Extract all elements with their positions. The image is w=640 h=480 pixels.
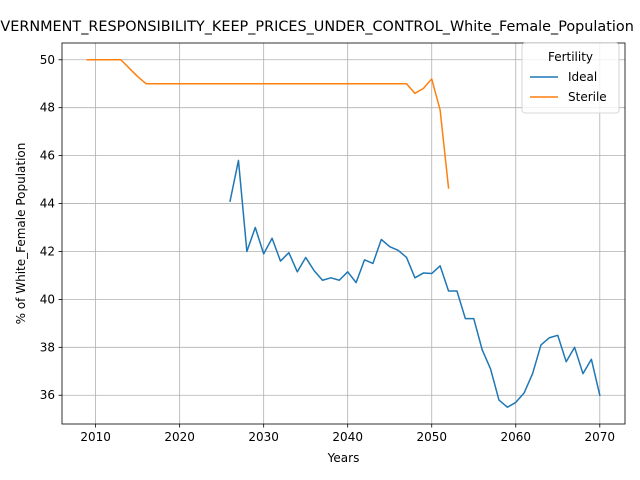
series-line-sterile <box>86 59 450 189</box>
x-tick-label: 2030 <box>248 430 279 444</box>
y-tick-label: 40 <box>40 292 55 306</box>
x-tick-label: 2040 <box>332 430 363 444</box>
y-tick-label: 36 <box>40 388 55 402</box>
y-axis-label: % of White_Female Population <box>14 143 28 325</box>
legend-label-ideal: Ideal <box>568 70 597 84</box>
plot-area-frame <box>61 42 626 425</box>
legend-label-sterile: Sterile <box>568 90 607 104</box>
x-tick-label: 2050 <box>416 430 447 444</box>
chart-title: GOVERNMENT_RESPONSIBILITY_KEEP_PRICES_UN… <box>0 19 634 35</box>
y-tick-label: 46 <box>40 149 55 163</box>
y-axis-ticks: 36 38 40 42 44 46 48 50 <box>40 53 62 402</box>
legend-box <box>521 42 620 114</box>
legend: Fertility Ideal Sterile <box>521 42 620 114</box>
x-tick-label: 2070 <box>585 430 616 444</box>
x-axis-ticks: 2010 2020 2030 2040 2050 2060 2070 <box>80 424 615 444</box>
series-line-ideal <box>229 159 601 408</box>
x-tick-label: 2020 <box>164 430 195 444</box>
y-tick-label: 50 <box>40 53 55 67</box>
y-tick-label: 42 <box>40 244 55 258</box>
x-tick-label: 2060 <box>500 430 531 444</box>
y-tick-label: 44 <box>40 197 55 211</box>
x-tick-label: 2010 <box>80 430 111 444</box>
y-tick-label: 48 <box>40 101 55 115</box>
x-axis-label: Years <box>327 451 360 465</box>
legend-title: Fertility <box>548 50 593 64</box>
data-series <box>86 59 601 408</box>
y-tick-label: 38 <box>40 340 55 354</box>
